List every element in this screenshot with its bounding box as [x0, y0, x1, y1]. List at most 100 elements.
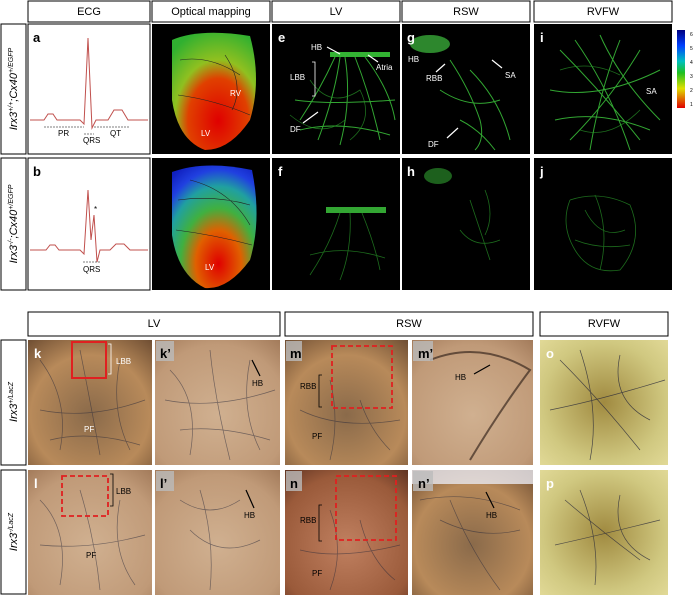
annotation: HB — [244, 511, 255, 520]
row-label-box — [0, 469, 27, 595]
row-label-box — [0, 157, 27, 291]
panel-letter: l — [34, 476, 38, 491]
panel-letter: b — [33, 164, 41, 179]
fiber — [289, 79, 367, 141]
colorbar — [677, 30, 685, 108]
letter-box — [156, 471, 174, 491]
label-part: Irx3 — [8, 403, 20, 422]
fiber — [565, 194, 636, 272]
letter-box — [413, 471, 433, 491]
inset-box — [71, 341, 107, 379]
colorbar-tick: 2 — [690, 88, 693, 94]
image-panel — [285, 470, 408, 595]
annotation: DF — [428, 140, 439, 149]
annotation: SA — [505, 71, 516, 80]
stain — [39, 349, 146, 456]
label-part: Irx3 — [8, 111, 20, 130]
annotation: PF — [312, 569, 322, 578]
header-box — [533, 0, 673, 23]
annotation: HB — [311, 43, 322, 52]
column-header: ECG — [77, 6, 101, 18]
annotation: * — [94, 205, 97, 214]
annotation: HB — [252, 379, 263, 388]
arrow — [367, 54, 379, 63]
stain — [554, 489, 661, 586]
panel-letter: f — [278, 164, 283, 179]
annotation: LBB — [290, 73, 305, 82]
isochrone — [177, 54, 251, 116]
row-label-box — [0, 339, 27, 466]
panel-letter: o — [546, 346, 554, 361]
panel-letter: i — [540, 30, 544, 45]
annotation: RBB — [300, 382, 316, 391]
annotation: DF — [290, 125, 301, 134]
image-panel — [540, 340, 668, 465]
label-sup: +/LacZ — [8, 381, 15, 403]
row-label: Irx3-/LacZ — [8, 512, 20, 551]
panel-letter: c — [157, 30, 164, 45]
panel-letter: d — [157, 164, 165, 179]
row-label: Irx3+/LacZ — [8, 381, 20, 422]
annotation: QT — [110, 129, 121, 138]
header-box — [151, 0, 271, 23]
panel-letter: k’ — [160, 346, 171, 361]
panel-letter: n — [290, 476, 298, 491]
header-box — [401, 0, 531, 23]
image-panel — [28, 470, 152, 595]
column-header: RSW — [453, 6, 479, 18]
annotation: QRS — [83, 136, 100, 145]
annotation: LV — [205, 263, 215, 272]
label-part: Irx3 — [8, 532, 20, 551]
column-header: Optical mapping — [171, 6, 251, 18]
image-panel — [285, 340, 408, 465]
column-header: RVFW — [588, 318, 621, 330]
annotation: Atria — [376, 63, 393, 72]
label-sup: +/EGFP — [8, 48, 15, 73]
image-panel — [155, 470, 280, 595]
arrow — [491, 59, 503, 69]
annotation: HB — [408, 55, 419, 64]
arrow — [435, 63, 446, 73]
panel-letter: n’ — [418, 476, 430, 491]
panel-letter: m’ — [418, 346, 433, 361]
annotation: RBB — [426, 74, 442, 83]
row-label-box — [0, 23, 27, 155]
ecg-panel — [27, 23, 151, 155]
column-header: RSW — [396, 318, 422, 330]
arrow — [326, 46, 341, 55]
annotation: SA — [646, 87, 657, 96]
label-part: ;Cx40 — [8, 209, 20, 239]
panel-letter: m — [290, 346, 302, 361]
annotation: LV — [201, 129, 211, 138]
label-sup: -/- — [8, 238, 15, 245]
annotation: LBB — [116, 487, 131, 496]
annotation: HB — [455, 373, 466, 382]
stain — [549, 349, 666, 461]
panel-letter: a — [33, 30, 41, 45]
bracket — [318, 504, 322, 542]
image-panel — [402, 158, 530, 290]
stain — [419, 496, 521, 591]
panel-letter: k — [34, 346, 42, 361]
colorbar-tick: 1 — [690, 102, 693, 108]
colorbar-tick: 6 — [690, 32, 693, 38]
image-panel — [272, 24, 400, 154]
inset-box — [335, 475, 397, 541]
fiber — [309, 212, 386, 281]
bundle — [330, 52, 390, 57]
fiber — [294, 56, 396, 146]
top-headers: ECG Optical mapping LV RSW RVFW — [27, 0, 673, 23]
ecg-trace — [30, 189, 148, 263]
panel-letter: e — [278, 30, 285, 45]
annotation: PF — [312, 432, 322, 441]
arrow — [251, 359, 261, 377]
inset-box — [61, 475, 109, 517]
colorbar-tick: 4 — [690, 60, 693, 66]
label-sup: -/LacZ — [8, 512, 15, 533]
label-sup: +/EGFP — [8, 184, 15, 209]
letter-box — [156, 341, 174, 361]
letter-box — [413, 341, 433, 361]
panel-letter: p — [546, 476, 554, 491]
panel-letter: l’ — [160, 476, 167, 491]
colorbar-tick: 3 — [690, 74, 693, 80]
